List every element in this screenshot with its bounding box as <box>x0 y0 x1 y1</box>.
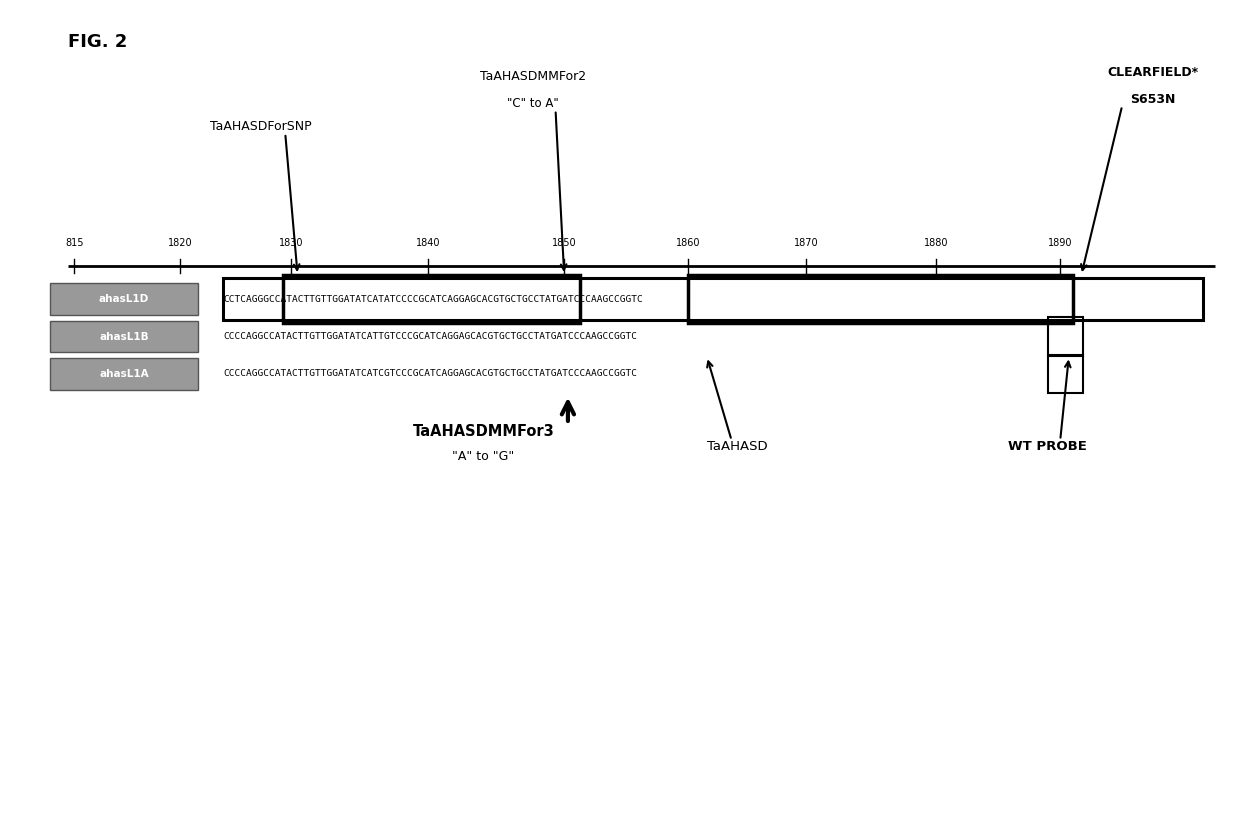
Text: 1830: 1830 <box>279 238 304 248</box>
Text: 1860: 1860 <box>676 238 701 248</box>
Bar <box>50 321 198 352</box>
Bar <box>50 283 198 315</box>
Text: TaAHASDMMFor3: TaAHASDMMFor3 <box>413 424 554 439</box>
Text: ahasL1B: ahasL1B <box>99 332 149 342</box>
Text: S653N: S653N <box>1131 92 1176 106</box>
Text: CCCCAGGCCATACTTGTTGGATATCATCGTCCCGCATCAGGAGCACGTGCTGCCTATGATCCCAAGCCGGTC: CCCCAGGCCATACTTGTTGGATATCATCGTCCCGCATCAG… <box>223 370 637 378</box>
Bar <box>50 358 198 390</box>
Bar <box>283 275 580 323</box>
Text: CCCCAGGCCATACTTGTTGGATATCATTGTCCCGCATCAGGAGCACGTGCTGCCTATGATCCCAAGCCGGTC: CCCCAGGCCATACTTGTTGGATATCATTGTCCCGCATCAG… <box>223 332 637 341</box>
Text: TaAHASDForSNP: TaAHASDForSNP <box>210 120 311 133</box>
Text: CCTCAGGGCCATACTTGTTGGATATCATATCCCCGCATCAGGAGCACGTGCTGCCTATGATCCCAAGCCGGTC: CCTCAGGGCCATACTTGTTGGATATCATATCCCCGCATCA… <box>223 295 644 303</box>
Bar <box>1048 317 1083 356</box>
Text: "A" to "G": "A" to "G" <box>453 450 515 464</box>
Text: 1880: 1880 <box>924 238 949 248</box>
Text: 815: 815 <box>66 238 83 248</box>
Text: CLEARFIELD*: CLEARFIELD* <box>1107 66 1199 79</box>
Bar <box>688 275 1073 323</box>
Text: ahasL1A: ahasL1A <box>99 369 149 379</box>
Text: 1820: 1820 <box>167 238 192 248</box>
Bar <box>1048 355 1083 393</box>
Text: WT PROBE: WT PROBE <box>1008 440 1087 454</box>
Text: 1890: 1890 <box>1048 238 1073 248</box>
Text: 1840: 1840 <box>415 238 440 248</box>
Text: TaAHASDMMFor2: TaAHASDMMFor2 <box>480 70 587 83</box>
Text: TaAHASD: TaAHASD <box>708 440 768 454</box>
Text: ahasL1D: ahasL1D <box>99 294 149 304</box>
Text: 1850: 1850 <box>552 238 577 248</box>
Text: "C" to A": "C" to A" <box>507 96 559 110</box>
Bar <box>223 278 1203 320</box>
Text: FIG. 2: FIG. 2 <box>68 33 128 52</box>
Text: 1870: 1870 <box>794 238 818 248</box>
